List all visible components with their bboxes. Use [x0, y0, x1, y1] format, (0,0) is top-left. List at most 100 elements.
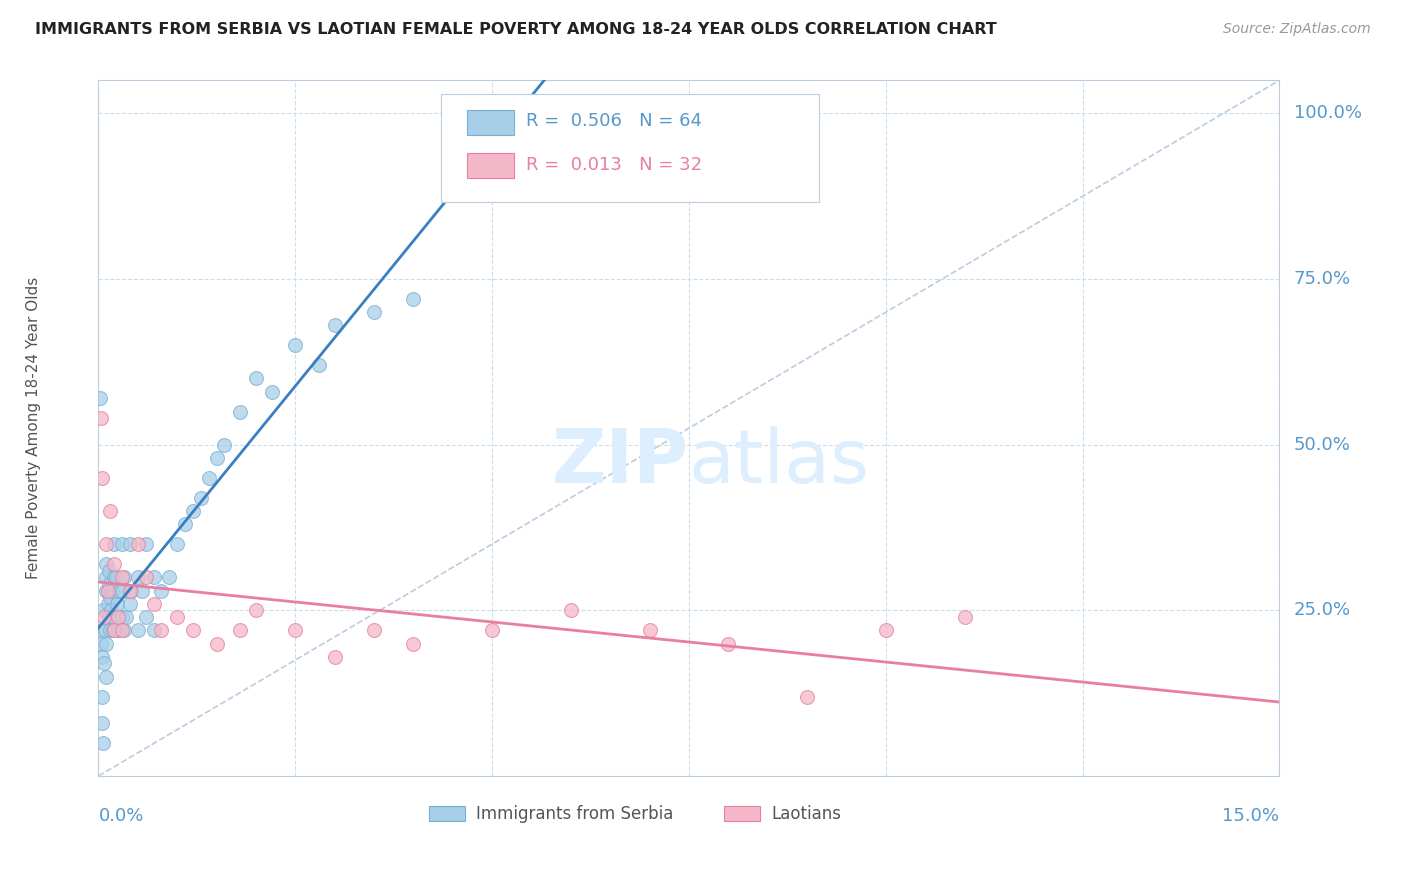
Point	[111, 610, 134, 624]
Point	[91, 624, 114, 638]
Point	[91, 649, 114, 664]
Text: 15.0%: 15.0%	[1222, 807, 1279, 825]
Point	[245, 603, 267, 617]
Point	[104, 570, 127, 584]
Point	[103, 570, 125, 584]
Point	[118, 583, 141, 598]
Point	[101, 624, 124, 638]
Point	[97, 597, 120, 611]
Point	[481, 624, 503, 638]
Point	[97, 583, 120, 598]
Point	[135, 570, 157, 584]
Point	[103, 610, 125, 624]
Point	[118, 597, 141, 611]
Bar	[724, 806, 759, 822]
Point	[308, 358, 330, 372]
Point	[245, 371, 267, 385]
Point	[94, 636, 117, 650]
Point	[323, 318, 346, 333]
Point	[205, 636, 228, 650]
Bar	[467, 153, 515, 178]
Point	[229, 404, 252, 418]
Point	[560, 603, 582, 617]
Text: R =  0.013   N = 32: R = 0.013 N = 32	[526, 156, 702, 174]
Point	[98, 564, 121, 578]
Point	[112, 624, 135, 638]
Point	[93, 610, 115, 624]
Point	[174, 517, 197, 532]
Point	[363, 624, 385, 638]
Point	[363, 305, 385, 319]
Point	[157, 570, 180, 584]
Point	[96, 557, 118, 571]
Point	[402, 636, 425, 650]
Point	[96, 570, 118, 584]
Point	[97, 610, 120, 624]
Point	[98, 590, 121, 604]
Point	[107, 610, 129, 624]
Point	[101, 583, 124, 598]
Point	[97, 577, 120, 591]
Point	[93, 624, 115, 638]
Point	[107, 624, 129, 638]
Point	[103, 557, 125, 571]
Text: Laotians: Laotians	[772, 805, 842, 822]
Text: IMMIGRANTS FROM SERBIA VS LAOTIAN FEMALE POVERTY AMONG 18-24 YEAR OLDS CORRELATI: IMMIGRANTS FROM SERBIA VS LAOTIAN FEMALE…	[35, 22, 997, 37]
Point	[90, 411, 112, 425]
Point	[197, 471, 219, 485]
Point	[96, 670, 118, 684]
Point	[638, 624, 661, 638]
Point	[229, 624, 252, 638]
Point	[142, 624, 165, 638]
Point	[91, 471, 114, 485]
Point	[108, 583, 131, 598]
Point	[131, 583, 153, 598]
Point	[127, 570, 149, 584]
Point	[105, 597, 128, 611]
Text: 0.0%: 0.0%	[98, 807, 143, 825]
Point	[111, 583, 134, 598]
Point	[717, 636, 740, 650]
Point	[214, 438, 236, 452]
Point	[181, 624, 204, 638]
Point	[953, 610, 976, 624]
Point	[100, 603, 122, 617]
Bar	[467, 111, 515, 135]
Point	[284, 338, 307, 352]
Point	[121, 583, 143, 598]
Point	[127, 537, 149, 551]
Point	[111, 537, 134, 551]
Point	[103, 624, 125, 638]
Point	[205, 450, 228, 465]
Text: atlas: atlas	[689, 426, 870, 500]
Point	[112, 570, 135, 584]
Point	[190, 491, 212, 505]
Point	[91, 736, 114, 750]
Point	[796, 690, 818, 704]
Point	[96, 583, 118, 598]
Point	[284, 624, 307, 638]
Point	[142, 570, 165, 584]
Point	[103, 537, 125, 551]
Point	[98, 504, 121, 518]
Point	[260, 384, 283, 399]
Text: 25.0%: 25.0%	[1294, 601, 1351, 619]
Point	[402, 292, 425, 306]
Point	[91, 603, 114, 617]
Point	[166, 610, 188, 624]
Point	[127, 624, 149, 638]
Text: Source: ZipAtlas.com: Source: ZipAtlas.com	[1223, 22, 1371, 37]
Point	[150, 583, 173, 598]
Point	[90, 716, 112, 731]
Point	[135, 537, 157, 551]
Point	[181, 504, 204, 518]
FancyBboxPatch shape	[441, 95, 818, 202]
Point	[135, 610, 157, 624]
Point	[115, 610, 138, 624]
Point	[96, 537, 118, 551]
Point	[89, 392, 111, 406]
Point	[91, 690, 114, 704]
Text: 50.0%: 50.0%	[1294, 435, 1351, 454]
Point	[875, 624, 897, 638]
Point	[323, 649, 346, 664]
